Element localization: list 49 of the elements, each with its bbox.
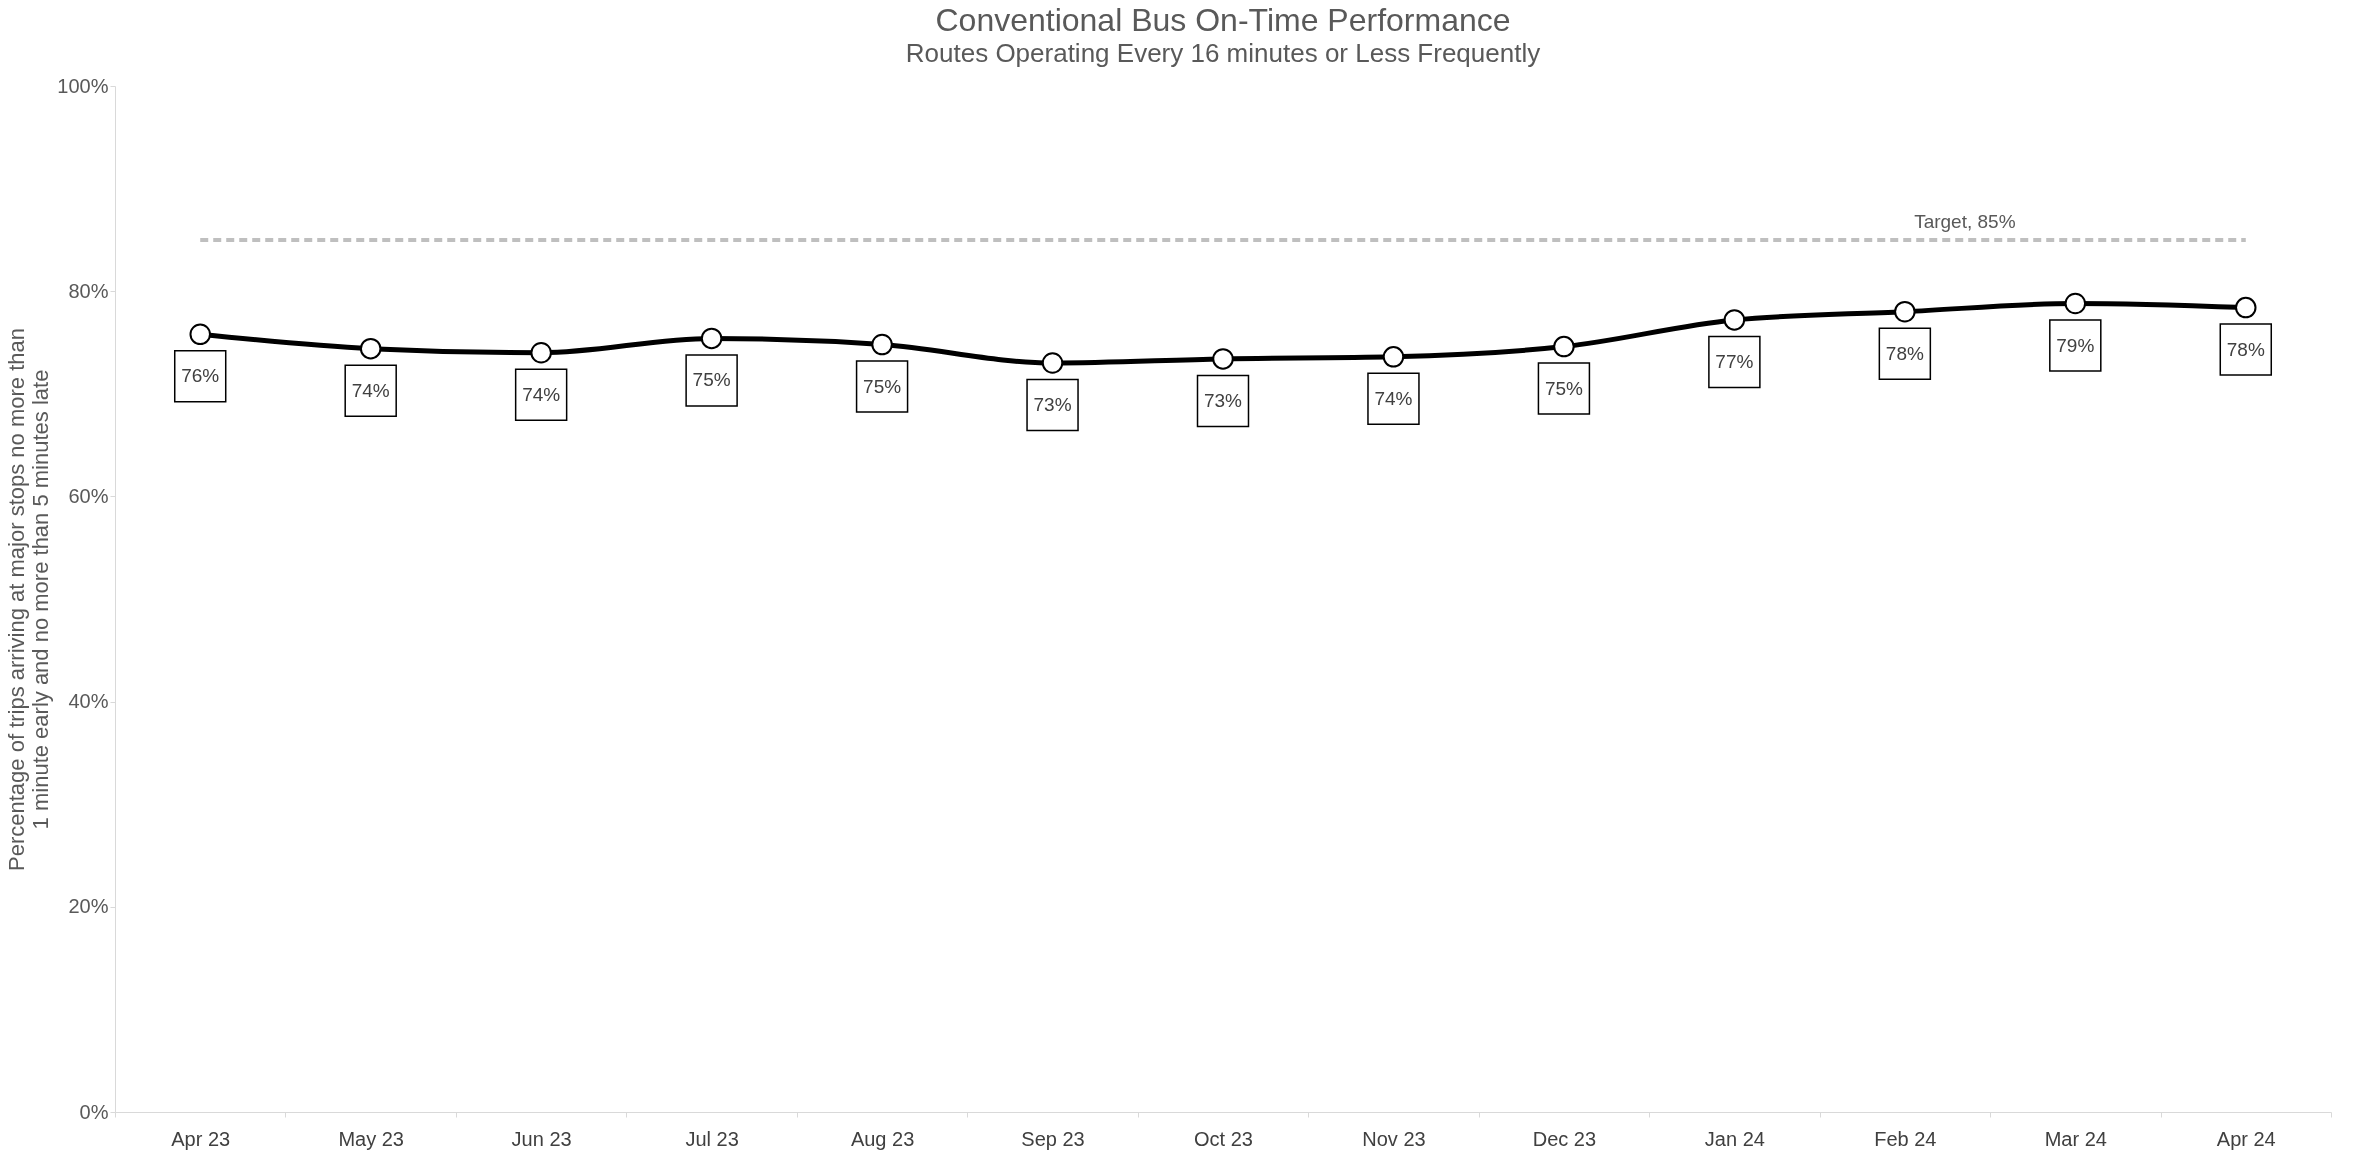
x-tick-label: Sep 23 [1021, 1127, 1085, 1150]
x-tick-label: Apr 24 [2216, 1127, 2276, 1150]
y-tick-label: 0% [79, 1100, 109, 1123]
data-label: 75% [863, 375, 902, 397]
point [530, 342, 552, 364]
data-label: 78% [1885, 342, 1924, 364]
x-tick-label: Mar 24 [2044, 1127, 2107, 1150]
ref-line-label: Target, 85% [1914, 210, 2016, 232]
x-tick-label: Jun 23 [511, 1127, 572, 1150]
data-label: 73% [1033, 394, 1072, 416]
x-tick-label: Dec 23 [1532, 1127, 1597, 1150]
point [1041, 352, 1064, 374]
point [1894, 300, 1916, 323]
data-label: 75% [1544, 377, 1584, 399]
x-tick-label: Jan 24 [1704, 1127, 1765, 1150]
point [1723, 309, 1746, 331]
data-label: 77% [1715, 350, 1754, 372]
x-tick-label: May 23 [338, 1127, 404, 1150]
y-tick-label: 20% [68, 895, 109, 918]
x-tick-label: Feb 24 [1874, 1127, 1937, 1150]
data-label: 79% [2056, 334, 2095, 356]
x-tick-label: Oct 23 [1194, 1127, 1253, 1150]
chart-title: Conventional Bus On-Time Performance [935, 2, 1511, 38]
point [189, 323, 211, 346]
x-tick-label: Nov 23 [1362, 1127, 1426, 1150]
y-tick-label: 40% [68, 690, 109, 713]
point [700, 327, 723, 350]
data-label: 73% [1203, 389, 1243, 411]
data-label: 75% [692, 369, 731, 391]
point [1553, 335, 1575, 358]
data-label: 74% [1374, 387, 1413, 409]
point [2235, 296, 2257, 319]
x-tick-label: Apr 23 [171, 1127, 231, 1150]
data-label: 74% [522, 383, 561, 405]
data-label: 76% [181, 365, 220, 387]
chart-subtitle: Routes Operating Every 16 minutes or Less Frequently [905, 38, 1541, 68]
x-tick-label: Aug 23 [850, 1127, 915, 1150]
point [1212, 348, 1234, 370]
data-label: 78% [2226, 338, 2265, 360]
point [1382, 346, 1405, 368]
point [2064, 292, 2087, 315]
x-tick-label: Jul 23 [685, 1127, 739, 1150]
y-axis-title: Percentage of trips arriving at major stops no more than 1 minute early and no more than 5 minutes late [4, 328, 54, 871]
y-tick-label: 80% [68, 279, 109, 302]
point [871, 333, 893, 356]
point [359, 337, 382, 360]
data-label: 74% [351, 379, 390, 401]
y-tick-label: 100% [57, 74, 109, 97]
y-tick-label: 60% [68, 484, 109, 507]
